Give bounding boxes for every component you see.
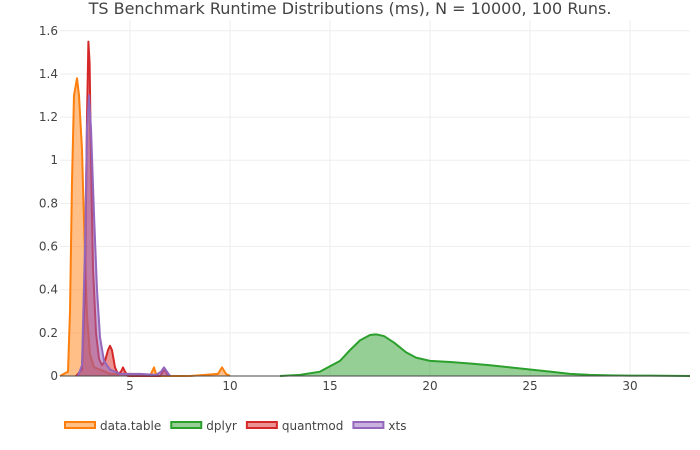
y-tick-label: 1.6 (39, 24, 58, 38)
grid (60, 20, 690, 377)
y-tick-label: 1.4 (39, 67, 58, 81)
legend-swatch (64, 421, 96, 429)
plot-area (59, 40, 691, 377)
legend-item[interactable]: data.table (64, 419, 161, 433)
series-line-xts (77, 94, 171, 377)
legend-swatch (245, 421, 278, 429)
legend-item[interactable]: dplyr (170, 419, 237, 433)
series-area-xts (78, 95, 170, 377)
legend-label: xts (388, 419, 406, 433)
x-tick-label: 5 (126, 379, 134, 393)
y-tick-label: 0.6 (39, 240, 58, 254)
legend-label: data.table (100, 419, 161, 433)
legend-item[interactable]: xts (352, 419, 406, 433)
series-area-dplyr (280, 334, 690, 376)
x-tick-label: 25 (522, 379, 537, 393)
legend: data.table dplyr quantmod xts (64, 419, 406, 433)
series-area-data-table (60, 78, 230, 376)
x-tick-label: 20 (422, 379, 437, 393)
chart-title: TS Benchmark Runtime Distributions (ms),… (88, 0, 612, 18)
legend-label: quantmod (282, 419, 344, 433)
y-tick-label: 1 (50, 153, 58, 167)
legend-swatch (352, 421, 385, 429)
legend-item[interactable]: quantmod (245, 419, 344, 433)
y-tick-label: 0.8 (39, 196, 58, 210)
x-tick-label: 30 (622, 379, 637, 393)
x-tick-label: 15 (322, 379, 337, 393)
y-tick-label: 0.4 (39, 283, 58, 297)
legend-label: dplyr (206, 419, 237, 433)
x-tick-label: 10 (222, 379, 237, 393)
legend-swatch (170, 421, 203, 429)
axes: 0 0.2 0.4 0.6 0.8 1 1.2 1.4 1.6 5 10 15 20 25 30 (39, 24, 690, 393)
y-tick-label: 1.2 (39, 110, 58, 124)
y-tick-label: 0.2 (39, 326, 58, 340)
y-tick-label: 0 (50, 369, 58, 383)
series-line-dplyr (279, 333, 691, 377)
